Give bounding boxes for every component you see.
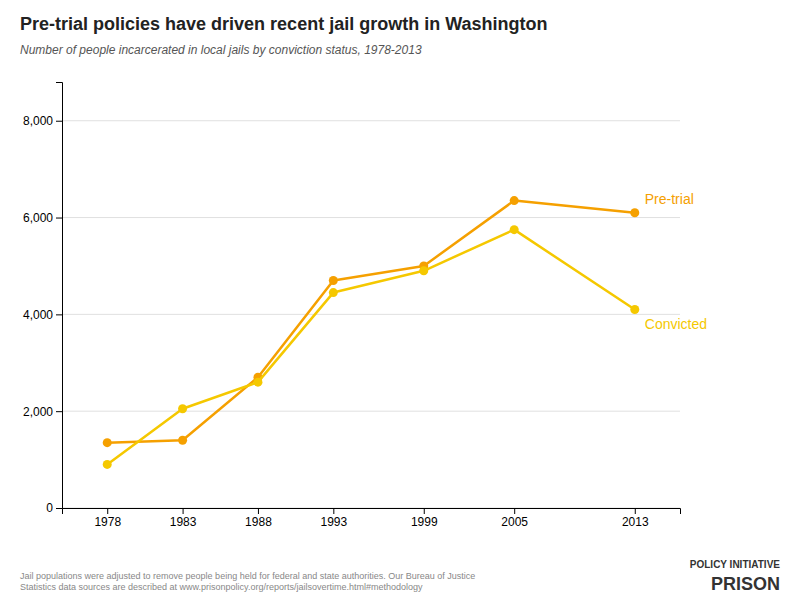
grid-line — [62, 314, 680, 315]
y-tick-label: 0 — [46, 501, 53, 515]
x-axis: 1978 1983 1988 1993 1999 2005 2013 — [63, 508, 681, 529]
series-point — [253, 378, 262, 387]
x-tick-mark — [107, 508, 108, 514]
x-tick-mark — [635, 508, 636, 514]
x-tick-mark — [183, 508, 184, 514]
y-tick-mark — [56, 314, 62, 315]
x-tick-mark — [333, 508, 334, 514]
series-point — [103, 438, 112, 447]
y-tick: 8,000 — [23, 114, 62, 128]
series-line — [107, 201, 635, 443]
plot-area: 1978 1983 1988 1993 1999 2005 2013 0 2,000 4,000 6… — [23, 83, 707, 529]
x-tick-label: 1993 — [320, 515, 347, 529]
x-tick: 2005 — [501, 508, 528, 529]
footnote: Jail populations were adjusted to remove… — [20, 571, 475, 592]
chart: Pre-trial policies have driven recent ja… — [0, 0, 800, 600]
y-tick-label: 8,000 — [23, 114, 53, 128]
grid-line — [62, 411, 680, 412]
series-line — [107, 230, 635, 465]
logo: PRISON — [711, 574, 780, 594]
y-tick-mark — [56, 508, 62, 509]
title: Pre-trial policies have driven recent ja… — [20, 14, 547, 34]
series-point — [329, 288, 338, 297]
x-tick: 1988 — [245, 508, 272, 529]
marks — [103, 196, 640, 469]
x-axis-line — [63, 509, 681, 515]
grid — [62, 121, 680, 508]
x-tick: 1999 — [411, 508, 438, 529]
grid-line — [62, 120, 680, 121]
series-point — [630, 208, 639, 217]
x-tick: 2013 — [622, 508, 649, 529]
series-point — [103, 460, 112, 469]
y-tick-label: 4,000 — [23, 308, 53, 322]
logo-subline: POLICY INITIATIVE — [690, 559, 781, 570]
y-axis-line — [56, 83, 63, 509]
x-tick: 1978 — [94, 508, 121, 529]
y-tick: 6,000 — [23, 211, 62, 225]
y-tick-mark — [56, 218, 62, 219]
x-tick-mark — [258, 508, 259, 514]
x-tick-mark — [514, 508, 515, 514]
x-tick-label: 1999 — [411, 515, 438, 529]
y-tick-label: 6,000 — [23, 211, 53, 225]
y-tick: 4,000 — [23, 308, 62, 322]
y-axis: 0 2,000 4,000 6,000 8,000 — [23, 83, 63, 516]
y-tick: 0 — [46, 501, 62, 515]
y-tick-label: 2,000 — [23, 405, 53, 419]
series-label: Convicted — [645, 316, 707, 332]
series-point — [510, 196, 519, 205]
series-point — [630, 305, 639, 314]
grid-line — [62, 217, 680, 218]
subtitle: Number of people incarcerated in local j… — [20, 43, 422, 57]
series-point — [178, 404, 187, 413]
x-tick: 1983 — [170, 508, 197, 529]
series-point — [329, 276, 338, 285]
series-point — [178, 436, 187, 445]
series-point — [419, 266, 428, 275]
series-point — [510, 225, 519, 234]
x-tick-label: 1983 — [170, 515, 197, 529]
y-tick-mark — [56, 121, 62, 122]
y-tick: 2,000 — [23, 405, 62, 419]
x-tick-label: 2013 — [622, 515, 649, 529]
x-tick-mark — [424, 508, 425, 514]
x-tick-label: 1988 — [245, 515, 272, 529]
x-tick: 1993 — [320, 508, 347, 529]
x-tick-label: 2005 — [501, 515, 528, 529]
x-tick-label: 1978 — [94, 515, 121, 529]
series-label: Pre-trial — [645, 191, 694, 207]
y-tick-mark — [56, 411, 62, 412]
